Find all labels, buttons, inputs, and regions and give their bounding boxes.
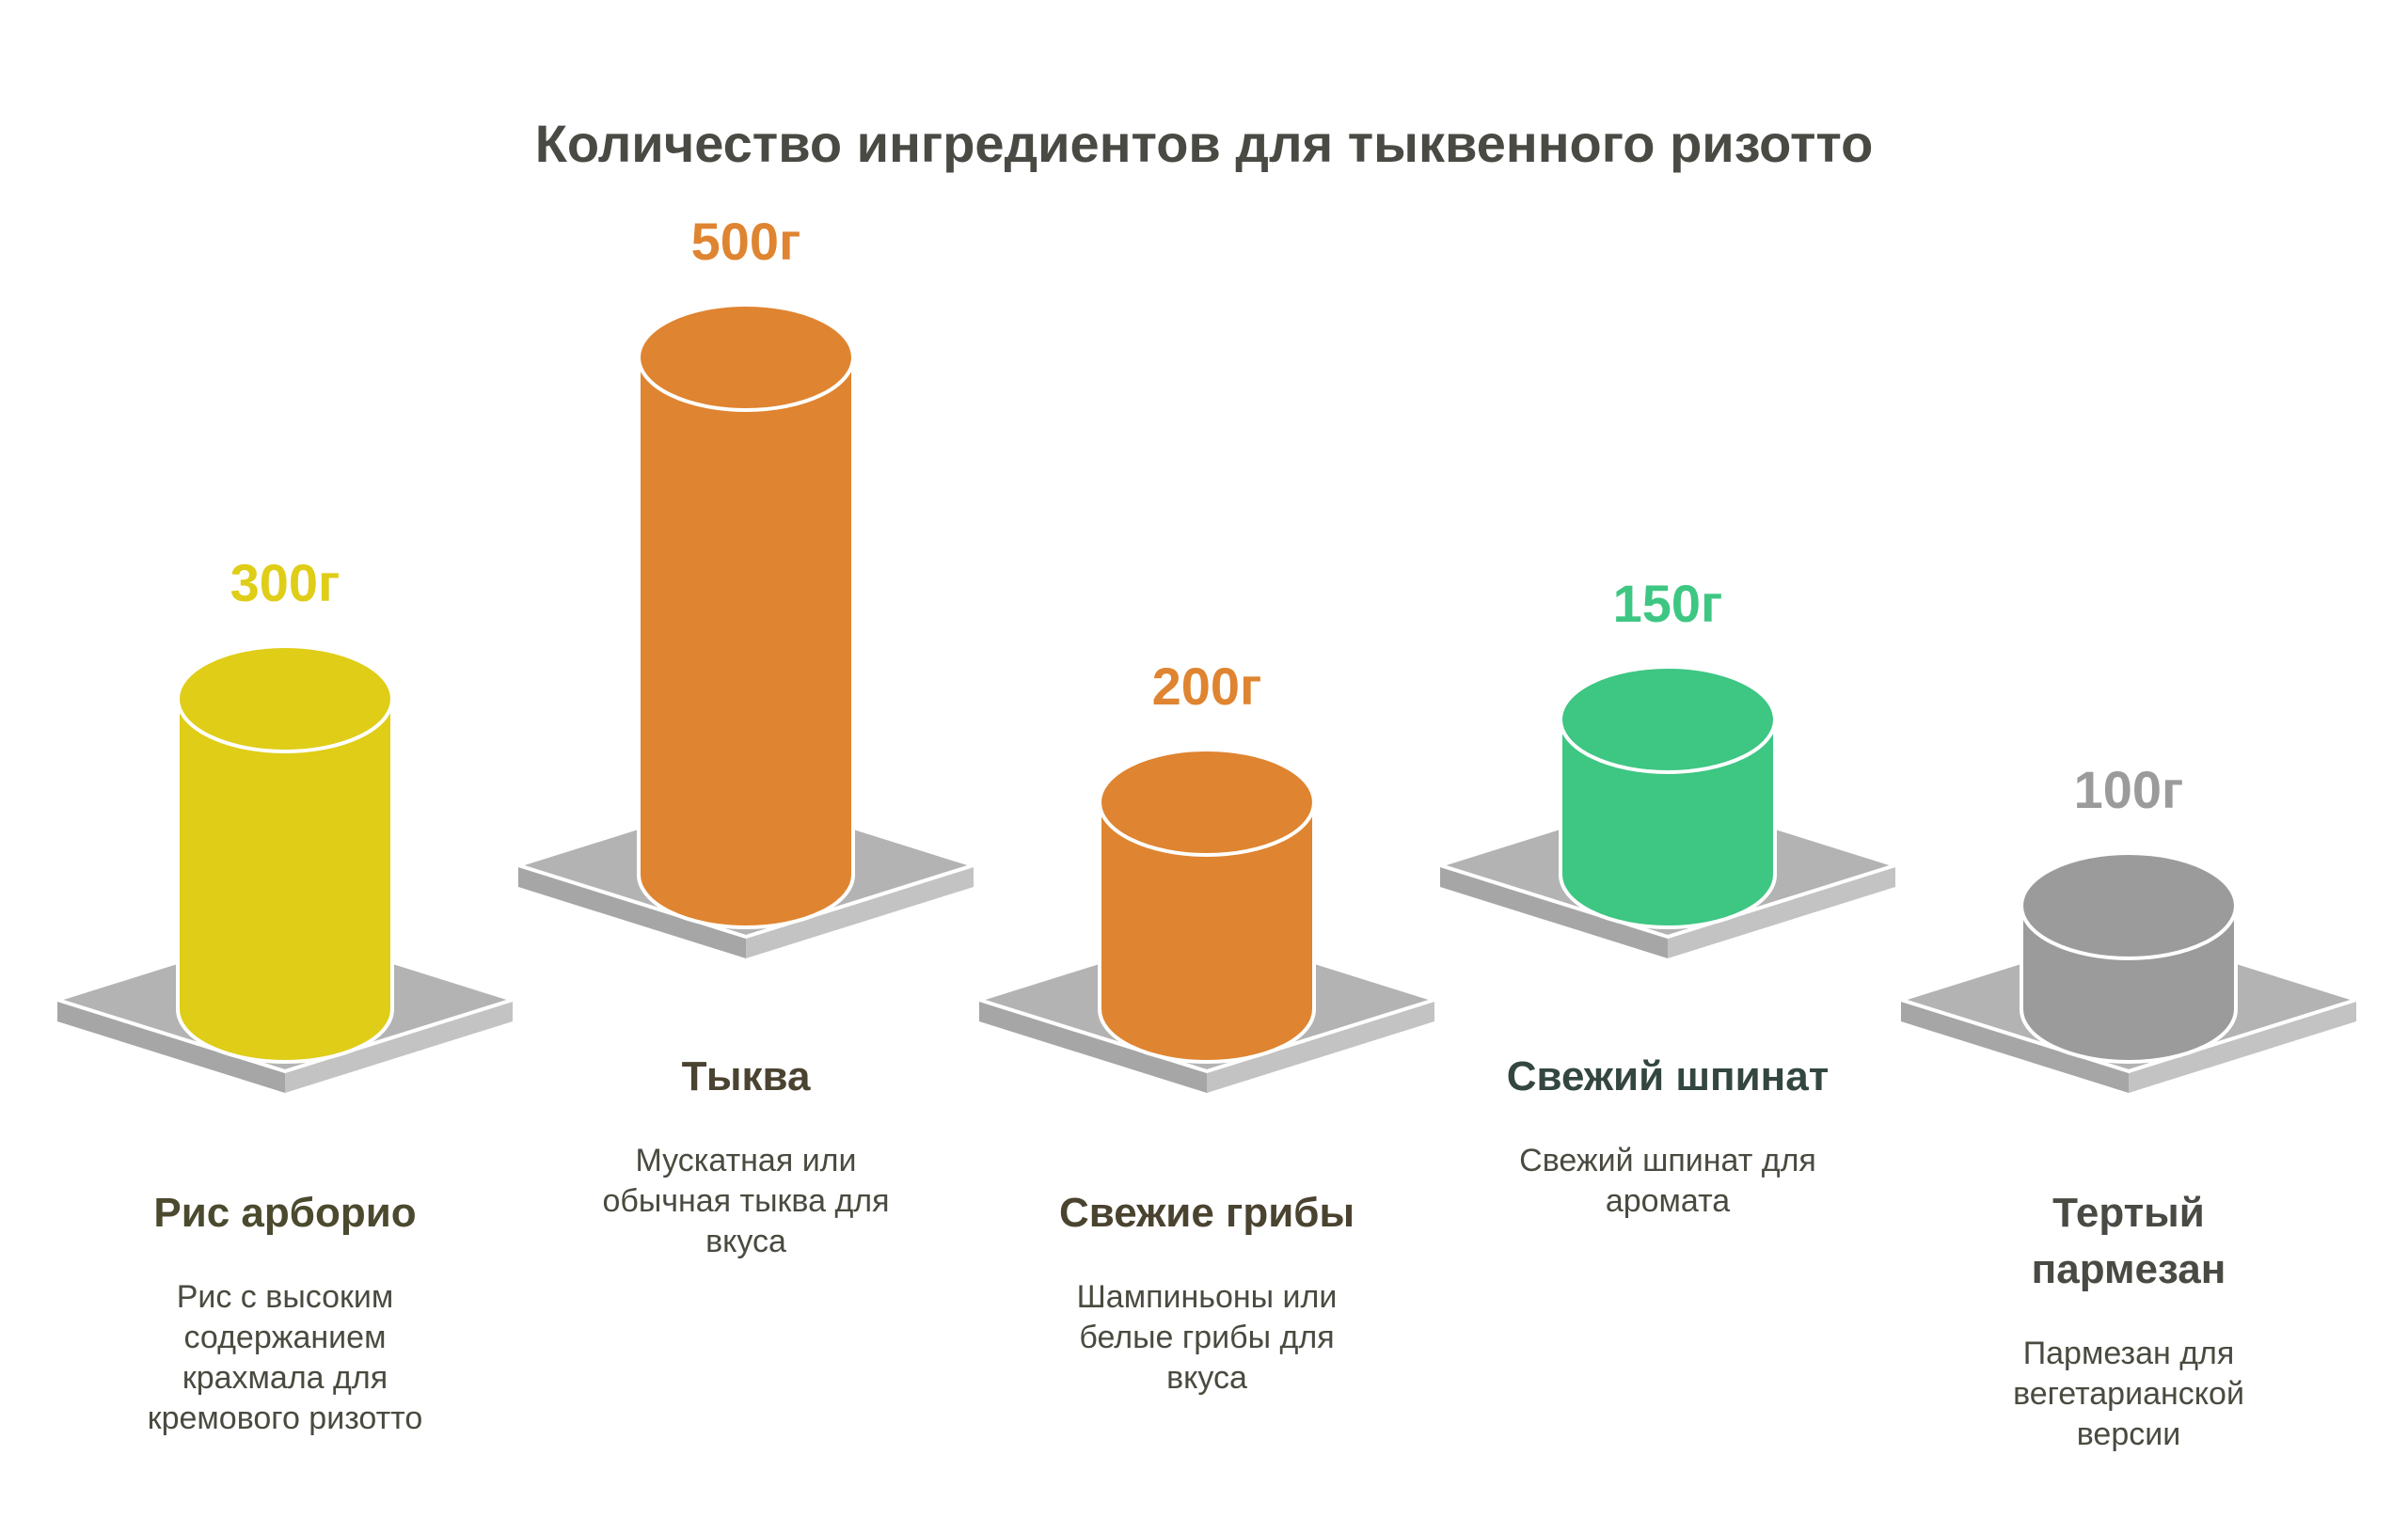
bar-top-5 [2020,851,2238,960]
plate-left-side [518,865,746,958]
category-description: Шампиньоны или белые грибы для вкуса [1076,1279,1338,1396]
category-description: Пармезан для вегетарианской версии [2013,1336,2244,1452]
bar-1 [176,697,394,1064]
plate-left-side [1440,865,1668,958]
category-label: Свежие грибы [1058,1190,1355,1236]
category-label: Тертый пармезан [2031,1190,2226,1292]
value-label: 200г [1151,656,1262,716]
bar-top-2 [637,303,855,412]
plate-right-side [746,865,974,958]
bar-top-1 [176,644,394,753]
category-caption: Свежие грибы Шампиньоны или белые грибы д… [1000,1185,1414,1399]
category-caption: Тертый пармезан Пармезан для вегетарианск… [1922,1185,2336,1455]
bar-top-3 [1098,748,1316,857]
category-description: Мускатная или обычная тыква для вкуса [602,1143,890,1259]
chart-title: Количество ингредиентов для тыквенного р… [534,114,1874,173]
value-label: 300г [230,553,341,612]
bar-2 [637,356,855,929]
bar-4 [1559,718,1777,929]
bar-3 [1098,800,1316,1064]
plate-right-side [1207,1000,1434,1093]
category-caption: Рис арборио Рис с высоким содержанием кра… [78,1185,492,1439]
value-label: 100г [2073,760,2184,819]
category-label: Тыква [681,1053,811,1099]
plate-right-side [285,1000,513,1093]
category-label: Рис арборио [153,1190,417,1236]
category-description: Свежий шпинат для аромата [1519,1143,1816,1219]
plate-left-side [979,1000,1207,1093]
category-caption: Тыква Мускатная или обычная тыква для вку… [539,1049,953,1262]
value-label: 150г [1612,574,1723,633]
plate-left-side [57,1000,285,1093]
category-label: Свежий шпинат [1506,1053,1830,1099]
value-label: 500г [690,212,801,271]
plate-right-side [1668,865,1895,958]
category-caption: Свежий шпинат Свежий шпинат для аромата [1461,1049,1875,1222]
category-description: Рис с высоким содержанием крахмала для к… [147,1279,423,1436]
bar-top-4 [1559,665,1777,774]
plate-left-side [1901,1000,2129,1093]
plate-right-side [2129,1000,2356,1093]
